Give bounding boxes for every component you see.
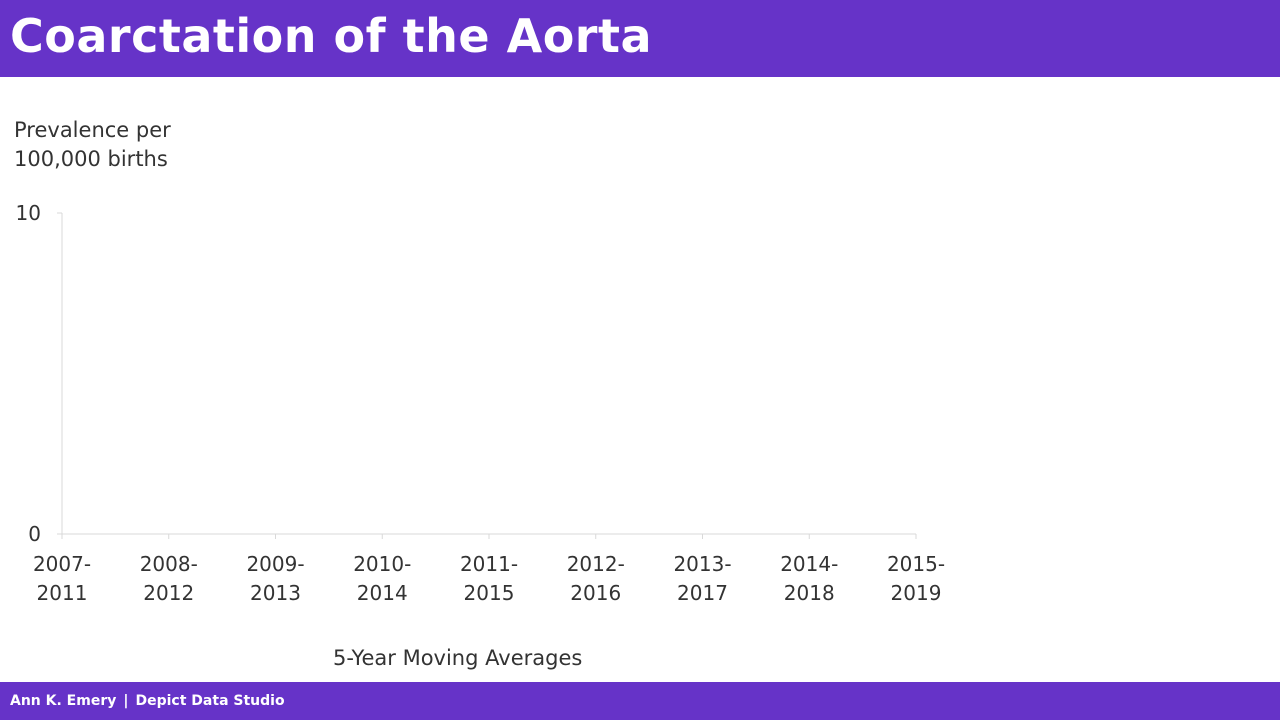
x-axis-title: 5-Year Moving Averages — [333, 646, 583, 670]
x-tick-label: 2010-2014 — [353, 552, 411, 605]
x-tick-label: 2008-2012 — [140, 552, 198, 605]
title-banner: Coarctation of the Aorta — [0, 0, 1280, 77]
x-tick-label: 2009-2013 — [246, 552, 304, 605]
y-axis-title-line-1: Prevalence per — [14, 118, 171, 142]
y-axis-title-line-2: 100,000 births — [14, 147, 168, 171]
footer-studio: Depict Data Studio — [135, 693, 285, 709]
footer-credit: Ann K. Emery | Depict Data Studio — [10, 691, 285, 711]
y-axis-title: Prevalence per 100,000 births — [14, 116, 244, 174]
x-tick-label: 2007-2011 — [33, 552, 91, 605]
footer-author: Ann K. Emery — [10, 693, 117, 709]
page-title: Coarctation of the Aorta — [10, 9, 653, 63]
x-tick-label: 2015-2019 — [887, 552, 945, 605]
x-tick-label: 2012-2016 — [567, 552, 625, 605]
y-tick-label: 10 — [16, 201, 41, 225]
x-tick-label: 2014-2018 — [780, 552, 838, 605]
x-tick-label: 2011-2015 — [460, 552, 518, 605]
footer-separator: | — [123, 693, 129, 709]
y-tick-label: 0 — [28, 522, 41, 546]
x-tick-label: 2013-2017 — [673, 552, 731, 605]
footer-banner: Ann K. Emery | Depict Data Studio — [0, 682, 1280, 720]
